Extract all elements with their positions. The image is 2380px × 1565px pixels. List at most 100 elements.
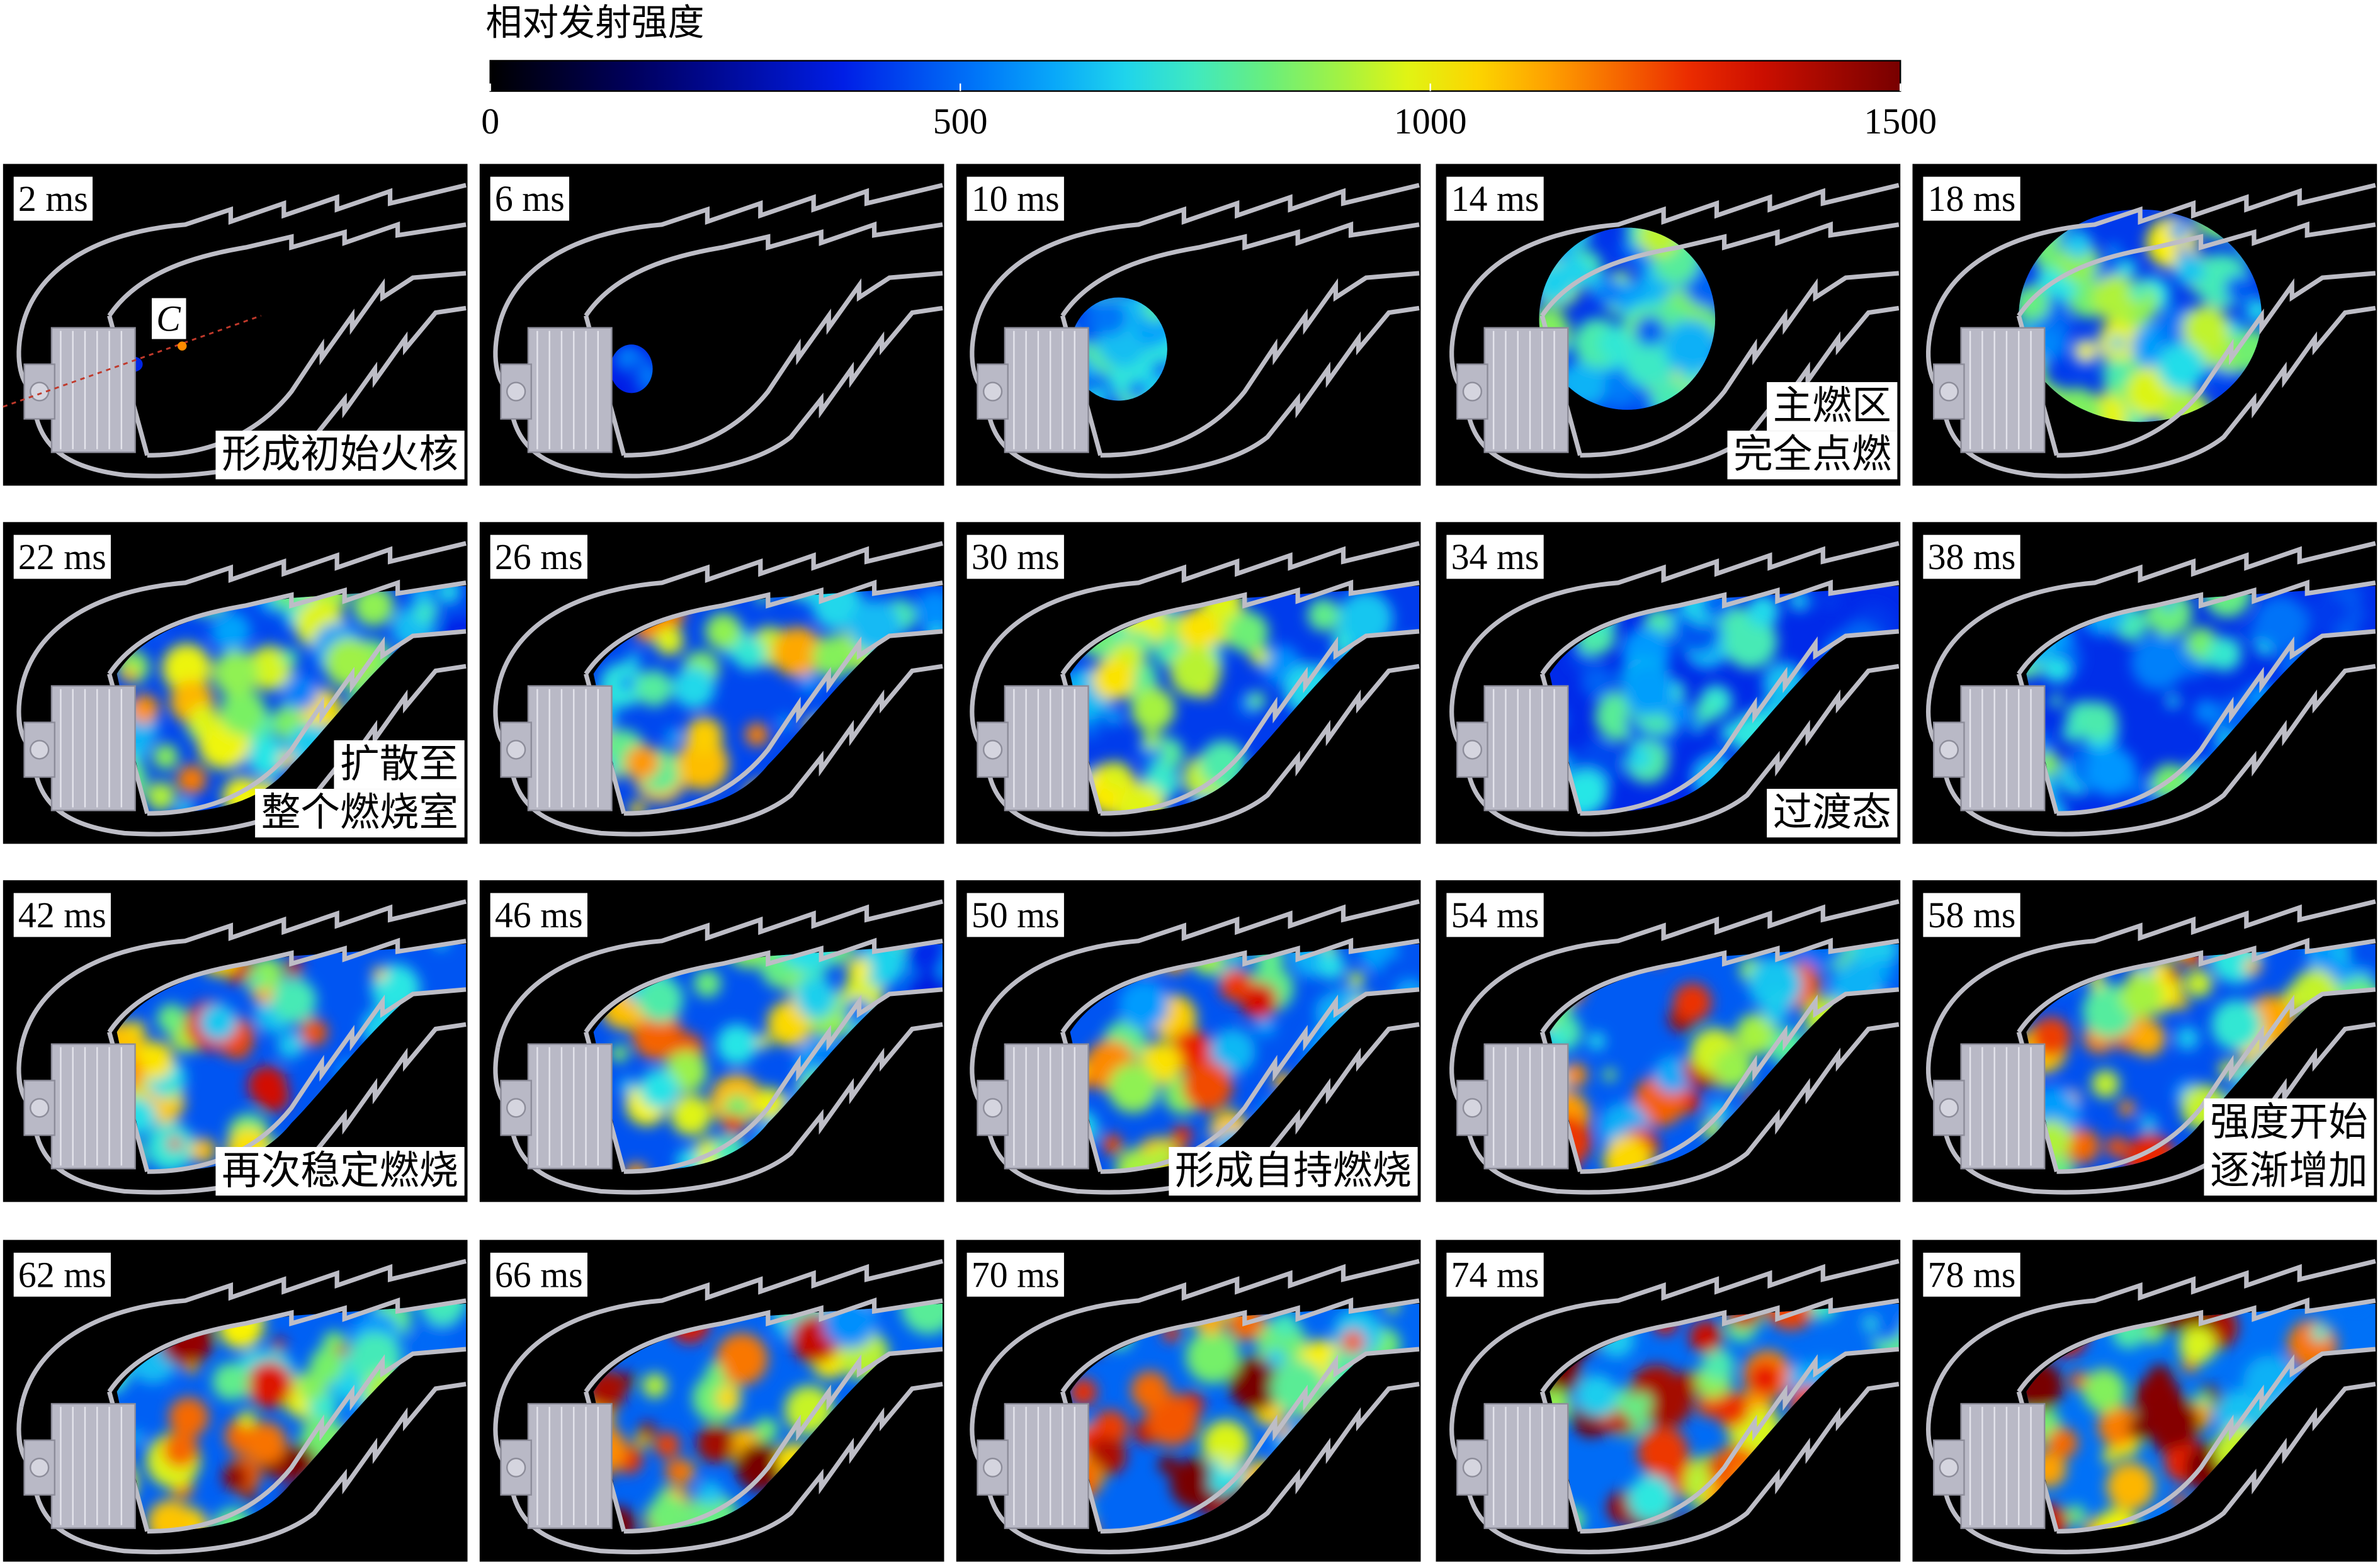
combustor-wall xyxy=(107,1297,467,1393)
injector-body xyxy=(527,685,613,811)
annotation-box xyxy=(1767,789,1898,838)
injector-nozzle xyxy=(500,721,532,778)
flame-blob xyxy=(639,1069,679,1109)
combustor-wall xyxy=(496,541,943,690)
flame-blob xyxy=(664,1459,689,1483)
combustor-wall xyxy=(1928,541,2376,690)
flame-blob xyxy=(1341,1330,1365,1354)
flame-blob xyxy=(638,353,653,368)
flame-blob xyxy=(419,1303,467,1326)
injector-port xyxy=(506,1457,526,1477)
flame-blob xyxy=(2070,1371,2088,1390)
flame-blob xyxy=(2106,1462,2155,1511)
panel: 46 ms xyxy=(479,880,944,1202)
flame-blob xyxy=(222,1464,249,1491)
flame-blob xyxy=(129,694,159,724)
flame-blob xyxy=(1102,1134,1123,1155)
time-label: 54 ms xyxy=(1451,895,1539,935)
combustor-wall xyxy=(623,987,943,1174)
flame-blob xyxy=(281,649,298,667)
flame-blob xyxy=(185,1361,198,1374)
injector xyxy=(1456,685,1569,811)
colorbar-tick-label: 0 xyxy=(481,101,499,142)
flame-blob xyxy=(635,670,673,707)
combustor-outline xyxy=(16,183,467,478)
flame-blob xyxy=(2047,1427,2078,1459)
flame-blob xyxy=(1089,298,1128,336)
flame-blob xyxy=(278,752,296,769)
flame-blob xyxy=(1694,699,1719,723)
injector-body xyxy=(1960,1403,2046,1529)
combustor-wall xyxy=(1580,987,1900,1174)
colorbar xyxy=(489,60,1901,92)
flame-blob xyxy=(2076,340,2096,361)
flame-blob xyxy=(1272,1312,1298,1338)
combustor-wall xyxy=(147,629,467,816)
flame-blob xyxy=(2173,254,2204,285)
injector-body xyxy=(1004,685,1089,811)
panel: 74 ms xyxy=(1436,1240,1901,1562)
flame-blob xyxy=(1665,699,1692,726)
injector xyxy=(1456,1043,1569,1170)
combustor-wall xyxy=(2056,1347,2376,1534)
combustor-wall xyxy=(507,1022,943,1195)
combustor-wall xyxy=(1464,1022,1900,1195)
combustor-wall xyxy=(19,899,467,1048)
flame-blob xyxy=(733,637,766,670)
annotation-box xyxy=(1767,381,1898,431)
flame-blob xyxy=(1190,1465,1212,1486)
flame-blob xyxy=(1227,611,1269,653)
flame-blob xyxy=(1603,1068,1616,1082)
combustor-wall xyxy=(147,987,467,1174)
combustor-wall xyxy=(31,305,467,478)
combustor-wall xyxy=(19,183,467,332)
flame-blob xyxy=(168,1397,209,1437)
panel: 62 ms xyxy=(3,1240,468,1562)
panel: 10 ms xyxy=(956,164,1421,486)
flame-blob xyxy=(2102,1449,2117,1464)
flame-blob xyxy=(654,1432,680,1458)
flame-blob xyxy=(904,944,943,975)
combustor-wall xyxy=(1928,899,2376,1048)
annotation-box xyxy=(215,1146,465,1196)
injector xyxy=(1933,1043,2046,1170)
flame-blob xyxy=(1723,614,1778,669)
flame-blob xyxy=(1861,1303,1899,1342)
injector-port xyxy=(1462,740,1483,760)
flame-blob xyxy=(2146,1395,2201,1449)
time-label: 38 ms xyxy=(1928,536,2016,577)
flame-blob xyxy=(672,666,715,709)
flame-blob xyxy=(199,1003,237,1041)
flame-blob xyxy=(1102,761,1131,790)
injector-port xyxy=(1939,740,1959,760)
combustor-wall xyxy=(1464,1382,1900,1554)
flame-blob xyxy=(655,626,684,655)
combustor-wall xyxy=(1451,1258,1900,1408)
flame-blob xyxy=(2245,298,2262,323)
injector xyxy=(500,685,613,811)
flame-blob xyxy=(2098,1405,2140,1447)
flame-blob xyxy=(1131,1371,1169,1410)
annotation: 逐渐增加 xyxy=(2210,1148,2368,1192)
time-label: 10 ms xyxy=(972,178,1060,219)
flame-blob xyxy=(901,1303,943,1335)
flame-blob xyxy=(1339,591,1393,647)
injector-port xyxy=(30,381,50,402)
flame-blob xyxy=(2211,999,2262,1051)
flame-blob xyxy=(1598,326,1632,361)
colorbar-title: 相对发射强度 xyxy=(485,2,704,43)
injector xyxy=(23,1043,136,1170)
time-label-box xyxy=(490,534,587,579)
flame-blob xyxy=(188,704,219,735)
flame-blob xyxy=(1170,645,1221,698)
annotation: 过渡态 xyxy=(1773,790,1891,834)
flame-blob xyxy=(745,723,769,747)
flame-blob xyxy=(2253,596,2308,650)
flame-blob xyxy=(671,1095,712,1136)
ignition-spot xyxy=(178,341,187,351)
flame-blob xyxy=(1182,1061,1233,1112)
panel: 34 ms 过渡态 xyxy=(1436,522,1901,844)
combustor-wall xyxy=(507,305,943,478)
flame-blob xyxy=(1177,608,1220,651)
flame-blob xyxy=(1088,1437,1126,1476)
